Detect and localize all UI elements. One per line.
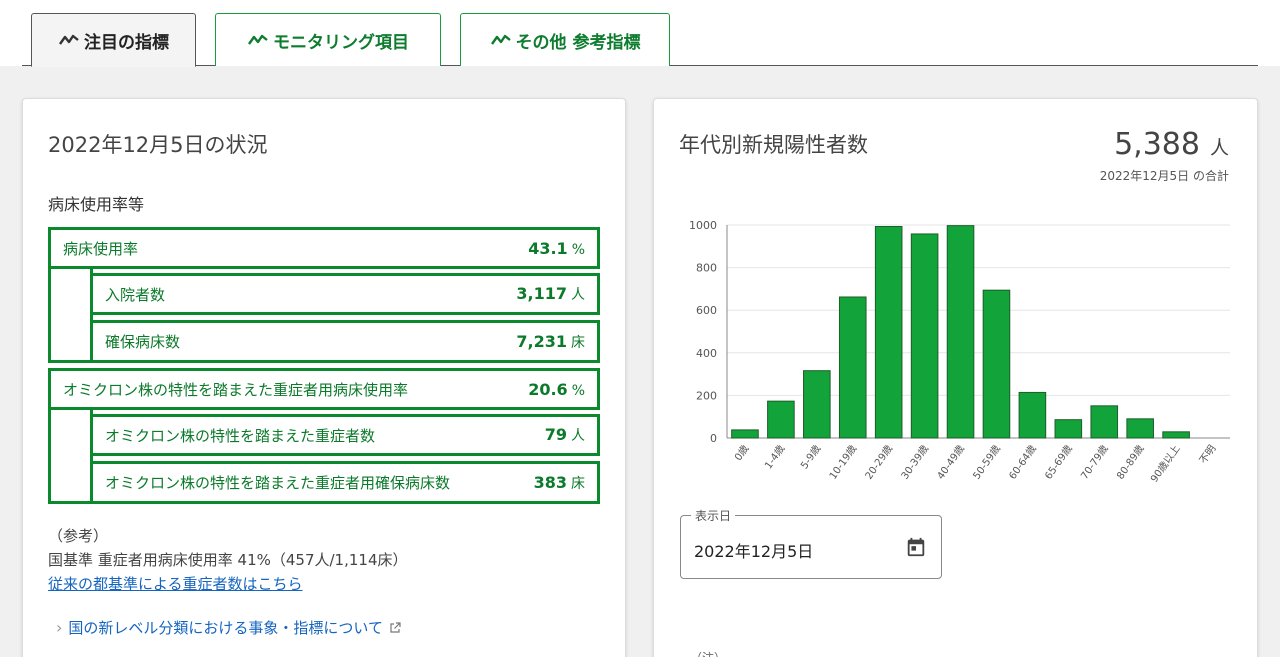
y-tick-label: 800 <box>696 262 717 275</box>
bar <box>874 225 903 439</box>
metric-value: 3,117 <box>516 284 567 303</box>
metric-label: オミクロン株の特性を踏まえた重症者数 <box>105 426 376 445</box>
age-bar-chart: 0 200 400 600 800 1000 0歳 1-4歳 5-9歳 10-19歳 20-29歳 3… <box>689 219 1230 485</box>
date-picker-value: 2022年12月5日 <box>694 542 814 561</box>
bar <box>910 233 939 439</box>
date-picker-label: 表示日 <box>691 507 736 524</box>
tab-key-indicators[interactable]: 注目の指標 <box>31 13 196 67</box>
x-tick-label: 20-29歳 <box>863 443 895 482</box>
section-label: 病床使用率等 <box>48 195 145 214</box>
metric-label: オミクロン株の特性を踏まえた重症者用確保病床数 <box>105 474 451 492</box>
old-standard-link[interactable]: 従来の都基準による重症者数はこちら <box>48 575 303 593</box>
metric-unit: % <box>571 382 585 399</box>
metric-value: 79 <box>544 425 567 444</box>
y-tick-label: 200 <box>696 389 717 402</box>
metric-value: 43.1 <box>528 238 568 258</box>
metric-secured-beds: 確保病床数 7,231 床 <box>90 320 600 363</box>
chart-title: 年代別新規陽性者数 <box>679 133 868 157</box>
tab-label: その他 参考指標 <box>515 32 641 53</box>
reference-label: （参考） <box>48 527 109 545</box>
bar <box>982 289 1011 439</box>
x-tick-label: 0歳 <box>732 443 751 463</box>
metric-unit: 床 <box>571 334 585 351</box>
metric-unit: 床 <box>571 475 585 492</box>
bar <box>1018 391 1047 439</box>
x-tick-label: 60-64歳 <box>1007 443 1039 482</box>
metric-omicron-severe: オミクロン株の特性を踏まえた重症者数 79 人 <box>90 414 600 456</box>
metric-omicron-severe-beds: オミクロン株の特性を踏まえた重症者用確保病床数 383 床 <box>90 461 600 504</box>
external-link-icon <box>390 621 401 633</box>
trend-line-icon <box>490 34 511 45</box>
metric-inpatients: 入院者数 3,117 人 <box>90 273 600 315</box>
x-tick-label: 80-89歳 <box>1114 443 1146 482</box>
age-chart-card: 年代別新規陽性者数 5,388 人 2022年12月5日 の合計 0 200 400 6… <box>653 98 1258 657</box>
x-tick-label: 5-9歳 <box>798 443 823 471</box>
bar <box>1054 419 1083 439</box>
bar <box>731 429 759 439</box>
status-title: 2022年12月5日の状況 <box>48 133 268 157</box>
tab-monitoring-items[interactable]: モニタリング項目 <box>215 13 441 66</box>
x-tick-label: 1-4歳 <box>762 443 787 471</box>
x-tick-label: 不明 <box>1197 443 1218 466</box>
tab-other-reference[interactable]: その他 参考指標 <box>460 13 670 66</box>
total-note: 2022年12月5日 の合計 <box>1099 169 1229 183</box>
x-tick-label: 65-69歳 <box>1043 443 1075 482</box>
footnote: （注） <box>690 649 726 657</box>
tab-label: モニタリング項目 <box>273 32 409 53</box>
metric-omicron-severe-usage: オミクロン株の特性を踏まえた重症者用病床使用率 20.6% <box>48 368 600 410</box>
tab-bar: 注目の指標 モニタリング項目 その他 参考指標 <box>0 0 1280 67</box>
status-card: 2022年12月5日の状況 病床使用率等 病床使用率 43.1% 入院者数 3,… <box>22 98 626 657</box>
x-tick-label: 30-39歳 <box>899 443 931 482</box>
y-tick-label: 0 <box>710 432 717 445</box>
metric-value: 383 <box>533 472 567 492</box>
tab-label: 注目の指標 <box>84 32 169 53</box>
x-tick-label: 40-49歳 <box>935 443 967 482</box>
metric-unit: 人 <box>571 287 585 303</box>
national-level-link[interactable]: › 国の新レベル分類における事象・指標について <box>56 617 401 638</box>
x-tick-label: 10-19歳 <box>827 443 859 482</box>
metric-bed-usage: 病床使用率 43.1% <box>48 227 600 269</box>
bar <box>1126 418 1154 439</box>
total-count-unit: 人 <box>1209 137 1229 159</box>
metric-label: オミクロン株の特性を踏まえた重症者用病床使用率 <box>63 380 409 399</box>
metric-label: 入院者数 <box>105 285 166 304</box>
metric-label: 確保病床数 <box>105 333 181 351</box>
bar <box>838 296 867 439</box>
bar <box>803 370 831 439</box>
total-count-value: 5,388 <box>1114 127 1200 162</box>
reference-text: 国基準 重症者用病床使用率 41%（457人/1,114床） <box>48 551 408 569</box>
metric-unit: 人 <box>571 428 585 444</box>
y-tick-label: 600 <box>696 304 717 317</box>
bar <box>1090 405 1119 439</box>
metric-value: 20.6 <box>528 379 568 399</box>
x-tick-label: 50-59歳 <box>971 443 1003 482</box>
total-count: 5,388 人 <box>1114 127 1229 162</box>
x-tick-label: 70-79歳 <box>1078 443 1110 482</box>
y-tick-label: 400 <box>696 347 717 360</box>
national-level-link-label: 国の新レベル分類における事象・指標について <box>68 619 383 637</box>
calendar-icon[interactable] <box>905 536 927 558</box>
y-tick-label: 1000 <box>689 219 717 232</box>
metric-value: 7,231 <box>516 331 567 351</box>
date-picker[interactable]: 表示日 2022年12月5日 <box>680 507 942 579</box>
metric-unit: % <box>571 241 585 258</box>
trend-line-icon <box>59 34 79 45</box>
x-tick-label: 90歳以上 <box>1148 443 1182 485</box>
bar <box>767 400 795 439</box>
chevron-right-icon: › <box>56 618 63 637</box>
trend-line-icon <box>248 34 268 45</box>
bar <box>946 225 975 439</box>
metric-label: 病床使用率 <box>63 239 139 258</box>
bar <box>1162 431 1190 439</box>
